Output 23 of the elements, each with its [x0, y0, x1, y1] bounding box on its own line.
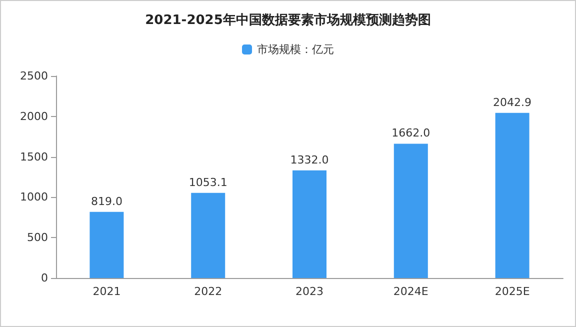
x-tick-label: 2023	[296, 285, 324, 298]
legend-label: 市场规模：亿元	[257, 43, 334, 56]
x-tick-label: 2024E	[393, 285, 428, 298]
text: 1332.0	[290, 153, 329, 166]
text: 1053.1	[188, 176, 228, 189]
text: 1662.0	[392, 126, 430, 140]
bar	[90, 212, 124, 278]
y-tick-label: 1500	[20, 150, 48, 164]
x-tick-label: 2021	[92, 285, 121, 298]
chart-title: 2021-2025年中国数据要素市场规模预测趋势图	[145, 12, 431, 28]
y-tick-label: 1000	[20, 190, 48, 204]
text: 2042.9	[493, 96, 532, 109]
bar	[292, 170, 326, 278]
bar	[191, 192, 226, 278]
x-tick-label: 2022	[194, 285, 222, 298]
bar	[495, 112, 530, 278]
x-tick-label: 2025E	[494, 285, 530, 298]
y-tick-label: 2000	[20, 110, 48, 123]
y-tick-label: 0	[41, 272, 48, 284]
y-tick-label: 2500	[20, 70, 48, 82]
y-tick-label: 500	[27, 231, 48, 244]
text: 819.0	[90, 194, 122, 208]
bar	[394, 144, 428, 278]
